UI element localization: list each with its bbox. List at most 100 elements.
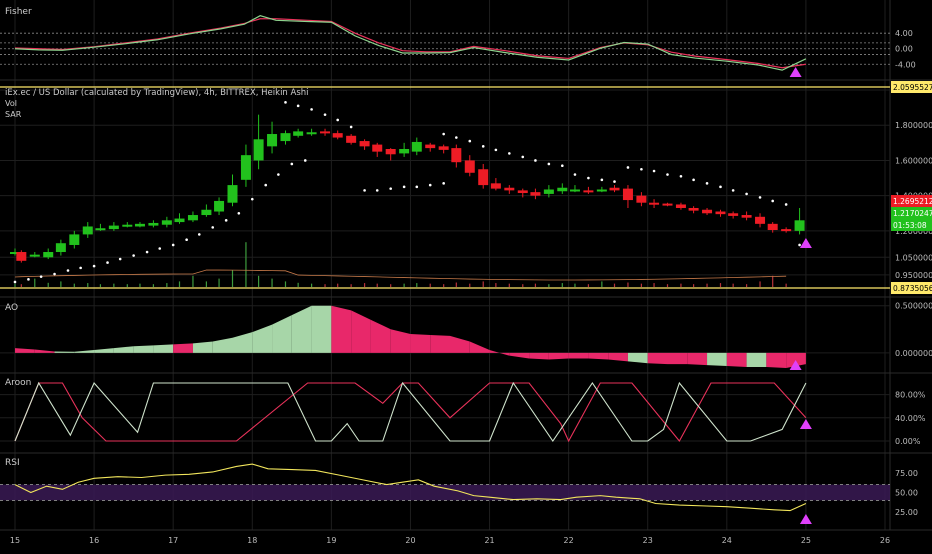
ao-histogram-bar bbox=[489, 350, 510, 356]
volume-bar bbox=[47, 282, 49, 287]
sar-dot bbox=[197, 233, 201, 236]
fisher-tick-label: -4.00 bbox=[895, 60, 916, 69]
candle-body bbox=[583, 190, 594, 193]
candle-body bbox=[359, 141, 370, 147]
candle-body bbox=[490, 183, 501, 189]
candle-body bbox=[741, 215, 752, 218]
candle-body bbox=[134, 223, 145, 227]
candle-body bbox=[425, 144, 436, 149]
volume-bar bbox=[429, 283, 431, 287]
sar-dot bbox=[171, 243, 175, 247]
fisher-series-line bbox=[14, 18, 806, 69]
ao-histogram-bar bbox=[54, 351, 75, 353]
volume-bar bbox=[587, 284, 590, 287]
sar-dot bbox=[66, 269, 70, 272]
price-marker-box bbox=[891, 195, 932, 207]
volume-bar bbox=[403, 283, 405, 287]
candle-body bbox=[557, 187, 568, 192]
candle-body bbox=[187, 215, 198, 221]
sar-dot bbox=[679, 174, 683, 178]
ao-title: AO bbox=[5, 303, 18, 313]
candle-body bbox=[43, 252, 54, 258]
price-signal-marker bbox=[799, 238, 812, 248]
ao-histogram-bar bbox=[232, 332, 253, 353]
volume-bar bbox=[337, 283, 339, 287]
sar-dot bbox=[600, 178, 604, 182]
sar-dot bbox=[719, 185, 722, 189]
volume-bar bbox=[20, 284, 22, 287]
indicator-label-vol: Vol bbox=[5, 99, 17, 108]
aroon-signal-marker bbox=[799, 419, 812, 429]
candle-body bbox=[438, 146, 449, 150]
volume-ma-line bbox=[14, 269, 787, 281]
volume-bar bbox=[745, 284, 748, 287]
price-axis[interactable]: 4.000.00-4.002.000000001.800000001.60000… bbox=[891, 29, 932, 517]
volume-bar bbox=[363, 283, 366, 287]
candle-body bbox=[320, 131, 331, 134]
sar-dot bbox=[587, 176, 590, 180]
candle-body bbox=[227, 185, 238, 203]
volume-bar bbox=[469, 283, 471, 287]
x-tick-label: 21 bbox=[484, 536, 494, 545]
candle-body bbox=[267, 134, 278, 147]
price-marker-label: 0.87350564 bbox=[893, 284, 932, 293]
ao-signal-marker bbox=[789, 360, 802, 370]
sar-dot bbox=[705, 182, 709, 185]
volume-bar bbox=[350, 284, 352, 287]
ao-histogram-bar bbox=[94, 348, 114, 353]
sar-dot bbox=[652, 169, 656, 173]
sar-dot bbox=[53, 272, 56, 276]
sar-dot bbox=[771, 199, 774, 203]
volume-bar bbox=[772, 275, 774, 287]
volume-bar bbox=[192, 275, 194, 287]
fisher-pane: Fisher bbox=[0, 7, 890, 77]
volume-bar bbox=[693, 284, 695, 287]
volume-bar bbox=[640, 283, 642, 287]
x-tick-label: 16 bbox=[89, 536, 99, 545]
sar-dot bbox=[277, 173, 280, 176]
candle-body bbox=[781, 229, 792, 232]
candle-body bbox=[161, 220, 172, 225]
x-tick-label: 18 bbox=[247, 536, 257, 545]
sar-dot bbox=[336, 118, 339, 122]
volume-bar bbox=[653, 283, 655, 287]
ao-histogram-bar bbox=[568, 352, 589, 359]
sar-dot bbox=[132, 254, 135, 257]
x-tick-label: 25 bbox=[801, 536, 811, 545]
price-title: iEx.ec / US Dollar (calculated by Tradin… bbox=[5, 88, 309, 98]
rsi-tick-label: 25.00 bbox=[895, 508, 918, 517]
volume-bar bbox=[443, 284, 445, 287]
aroon-title: Aroon bbox=[5, 378, 31, 388]
volume-bar bbox=[231, 270, 234, 287]
fisher-signal-marker bbox=[789, 67, 802, 77]
sar-dot bbox=[798, 243, 801, 247]
volume-bar bbox=[574, 283, 576, 287]
candle-body bbox=[346, 135, 357, 143]
price-tick-label: 1.05000000 bbox=[895, 253, 932, 262]
aroon-tick-label: 80.00% bbox=[895, 391, 926, 400]
fisher-title: Fisher bbox=[5, 7, 32, 17]
volume-bar bbox=[390, 284, 392, 287]
volume-bar bbox=[732, 283, 734, 287]
sar-dot bbox=[363, 189, 366, 192]
ao-histogram-bar bbox=[786, 352, 806, 368]
candle-body bbox=[702, 209, 713, 214]
x-tick-label: 19 bbox=[326, 536, 336, 545]
candle-body bbox=[636, 195, 647, 203]
ao-histogram-bar bbox=[370, 319, 391, 353]
sar-dot bbox=[79, 266, 82, 270]
candle-body bbox=[755, 216, 766, 224]
time-axis[interactable]: 15 16 17 18 19 20 21 22 23 24 25 26 bbox=[10, 536, 890, 545]
volume-bar bbox=[245, 242, 247, 287]
candle-body bbox=[240, 155, 251, 180]
candle-body bbox=[174, 218, 185, 223]
volume-bar bbox=[416, 283, 418, 287]
ao-histogram-bar bbox=[608, 352, 628, 362]
ao-histogram-bar bbox=[707, 352, 727, 367]
candle-body bbox=[108, 225, 119, 230]
ao-histogram-bar bbox=[74, 350, 95, 353]
ao-histogram-bar bbox=[627, 352, 648, 364]
sar-dot bbox=[521, 155, 525, 159]
